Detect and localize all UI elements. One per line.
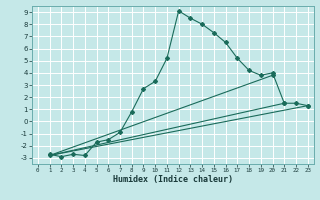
X-axis label: Humidex (Indice chaleur): Humidex (Indice chaleur) xyxy=(113,175,233,184)
